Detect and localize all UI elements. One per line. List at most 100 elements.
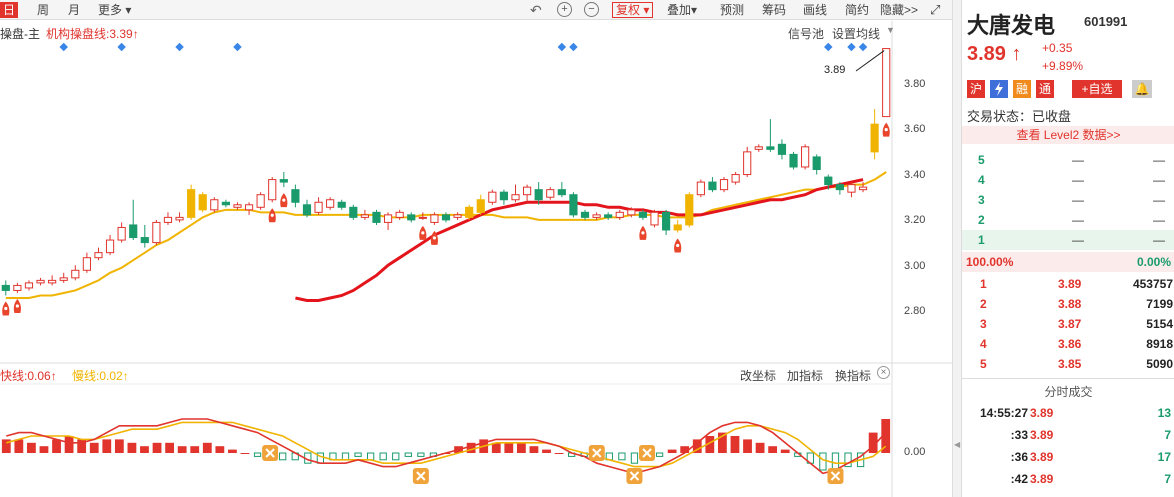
- add-indicator-button[interactable]: 加指标: [787, 369, 824, 383]
- add-watchlist-button[interactable]: +自选: [1072, 80, 1122, 98]
- order-level: 5: [978, 153, 985, 167]
- trade-time: :42: [1010, 472, 1028, 486]
- slow-line-label: 慢线:0.02↑: [72, 369, 129, 383]
- level2-link[interactable]: 查看 Level2 数据>>: [962, 126, 1174, 144]
- candle-body: [592, 214, 601, 218]
- zoom-in-icon[interactable]: +: [557, 2, 572, 17]
- up-arrow-icon: ↑: [1011, 43, 1022, 65]
- candle-body: [36, 279, 45, 284]
- macd-bar: [780, 449, 790, 453]
- simple-button[interactable]: 简约: [845, 3, 870, 17]
- candle-body: [279, 179, 288, 183]
- trading-status: 交易状态：已收盘: [967, 109, 1072, 124]
- order-price: —: [1072, 213, 1084, 227]
- tab-week[interactable]: 周: [37, 3, 50, 17]
- tab-month[interactable]: 月: [68, 3, 81, 17]
- cross-icon: [629, 471, 640, 481]
- candle-body: [291, 189, 300, 203]
- rocket-window: [4, 306, 8, 311]
- candle-body: [557, 189, 566, 196]
- candle-body: [708, 181, 717, 191]
- candle-body: [187, 189, 196, 218]
- zoom-out-icon[interactable]: −: [584, 2, 599, 17]
- signal-diamond: [569, 42, 578, 52]
- signal-diamond: [59, 42, 68, 52]
- tab-more[interactable]: 更多 ▾: [98, 3, 132, 17]
- undo-icon[interactable]: ↶: [530, 2, 542, 18]
- signal-diamond: [117, 42, 126, 52]
- order-volume: 8918: [1146, 337, 1173, 351]
- fullscreen-icon[interactable]: ⤢: [930, 2, 941, 17]
- order-price: 3.86: [1058, 337, 1082, 351]
- candle-body: [754, 146, 763, 150]
- candle-body: [662, 211, 671, 231]
- candle-body: [59, 277, 68, 281]
- price-value: 3.89: [967, 43, 1006, 65]
- candle-body: [326, 199, 335, 208]
- adjust-button[interactable]: 复权 ▾: [612, 2, 654, 18]
- candle-body: [337, 201, 346, 208]
- macd-bar: [466, 442, 476, 453]
- institution-line-label: 机构操盘线:3.39↑: [46, 27, 139, 41]
- hide-button[interactable]: 隐藏>>: [880, 3, 919, 17]
- macd-bar: [190, 446, 200, 453]
- set-ma-button[interactable]: 设置均线: [832, 27, 881, 41]
- fast-line-label: 快线:0.06↑: [0, 369, 57, 383]
- fast-line: [6, 418, 887, 475]
- macd-bar: [667, 449, 677, 453]
- change-axis-button[interactable]: 改坐标: [740, 369, 777, 383]
- y-tick: 3.00: [904, 260, 926, 272]
- lightning-icon[interactable]: [990, 80, 1008, 98]
- macd-bar: [215, 446, 225, 453]
- macd-bar: [529, 446, 539, 453]
- cross-icon: [416, 471, 426, 481]
- y-tick: 2.80: [904, 305, 926, 317]
- signal-pool-button[interactable]: 信号池: [788, 27, 825, 41]
- forecast-button[interactable]: 预测: [720, 3, 745, 17]
- collapse-arrow-icon[interactable]: ◀: [954, 440, 961, 449]
- candle-body: [534, 189, 543, 201]
- macd-bar: [404, 452, 412, 457]
- buy-row: 1 3.89 453757: [962, 274, 1174, 294]
- order-level: 2: [978, 213, 985, 227]
- kline-chart[interactable]: 操盘-主 机构操盘线:3.39↑ 信号池 设置均线 ▼ 3.89 3.80 3.…: [0, 21, 952, 497]
- macd-bar: [755, 442, 765, 453]
- cross-icon: [830, 471, 841, 481]
- candle-body: [604, 214, 613, 218]
- overlay-button[interactable]: 叠加▾: [667, 3, 698, 17]
- close-icon[interactable]: ×: [877, 366, 890, 379]
- cross-icon: [592, 448, 602, 458]
- trade-price: 3.89: [1030, 450, 1054, 464]
- chips-button[interactable]: 筹码: [762, 3, 787, 17]
- sell-row: 4 — —: [962, 170, 1174, 190]
- macd-bar: [127, 442, 137, 453]
- candle-body: [882, 48, 891, 118]
- macd-bar: [868, 432, 878, 453]
- panel-divider[interactable]: ◀: [952, 0, 961, 497]
- macd-bar: [152, 442, 162, 453]
- macd-bar: [491, 442, 501, 453]
- draw-button[interactable]: 画线: [803, 3, 828, 17]
- chevron-down-icon[interactable]: ▼: [886, 25, 895, 35]
- candle-body: [476, 199, 485, 213]
- signal-diamond: [557, 42, 567, 52]
- candle-body: [82, 257, 91, 271]
- order-level: 3: [980, 317, 987, 331]
- tab-day[interactable]: 日: [0, 2, 19, 18]
- order-level: 5: [980, 357, 987, 371]
- candle-body: [824, 176, 833, 186]
- candle-body: [129, 224, 138, 239]
- order-price: 3.85: [1058, 357, 1082, 371]
- macd-bar: [504, 442, 514, 453]
- candle-body: [418, 216, 427, 219]
- order-price: 3.88: [1058, 297, 1082, 311]
- rocket-window: [884, 127, 888, 132]
- bell-icon[interactable]: 🔔: [1132, 80, 1152, 98]
- switch-indicator-button[interactable]: 换指标: [835, 369, 872, 383]
- callout-line: [855, 50, 885, 72]
- candle-body: [465, 206, 474, 218]
- candle-body: [383, 214, 393, 223]
- candle-body: [221, 201, 230, 206]
- candle-body: [488, 191, 497, 203]
- candle-body: [441, 214, 451, 221]
